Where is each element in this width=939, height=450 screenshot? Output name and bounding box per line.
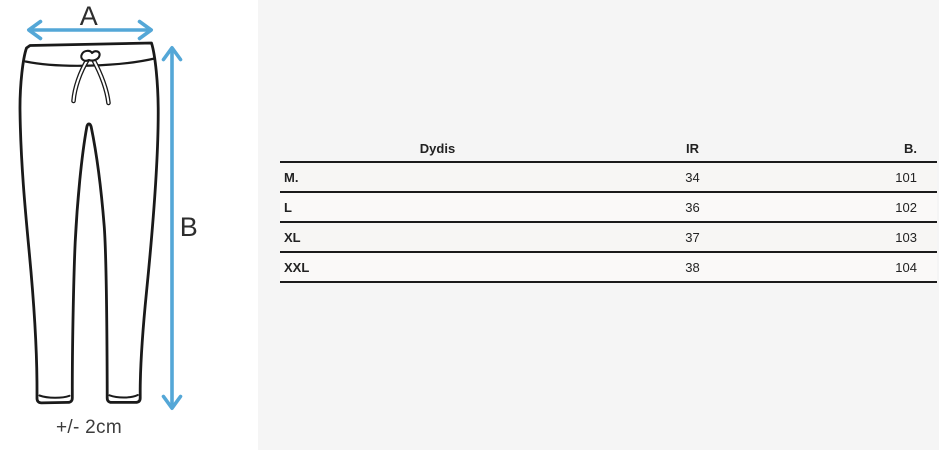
pants-drawing (18, 19, 183, 410)
table-row-m: M. 34 101 (280, 162, 937, 193)
width-dimension-label: A (79, 1, 99, 31)
size-cell: L (280, 192, 595, 223)
column-header-b: B. (790, 135, 937, 163)
ir-cell: 38 (595, 252, 790, 283)
ir-cell: 34 (595, 162, 790, 193)
length-arrow-b (161, 46, 183, 410)
table-row-xxl: XXL 38 104 (280, 252, 937, 283)
tolerance-note: +/- 2cm (56, 417, 122, 438)
size-cell: XXL (280, 252, 595, 283)
b-cell: 102 (790, 192, 937, 223)
b-cell: 103 (790, 222, 937, 253)
size-table: Dydis IR B. M. 34 101 L 36 102 XL (280, 135, 937, 283)
drawstring-icon (71, 49, 111, 106)
size-cell: M. (280, 162, 595, 193)
ir-cell: 36 (595, 192, 790, 223)
width-arrow-a (27, 19, 153, 41)
column-header-ir: IR (595, 135, 790, 163)
table-row-xl: XL 37 103 (280, 222, 937, 253)
waistband-seam (24, 57, 156, 67)
column-header-size: Dydis (280, 135, 595, 163)
table-header-row: Dydis IR B. (280, 135, 937, 163)
ir-cell: 37 (595, 222, 790, 253)
table-row-l: L 36 102 (280, 192, 937, 223)
size-table-panel: Dydis IR B. M. 34 101 L 36 102 XL (258, 0, 939, 450)
left-cuff-hem (38, 394, 71, 399)
length-dimension-label: B (179, 212, 199, 242)
pants-diagram-panel: A B +/- 2cm (0, 0, 258, 450)
b-cell: 101 (790, 162, 937, 193)
size-cell: XL (280, 222, 595, 253)
b-cell: 104 (790, 252, 937, 283)
right-cuff-hem (108, 394, 139, 399)
pants-outline-icon (18, 41, 160, 405)
